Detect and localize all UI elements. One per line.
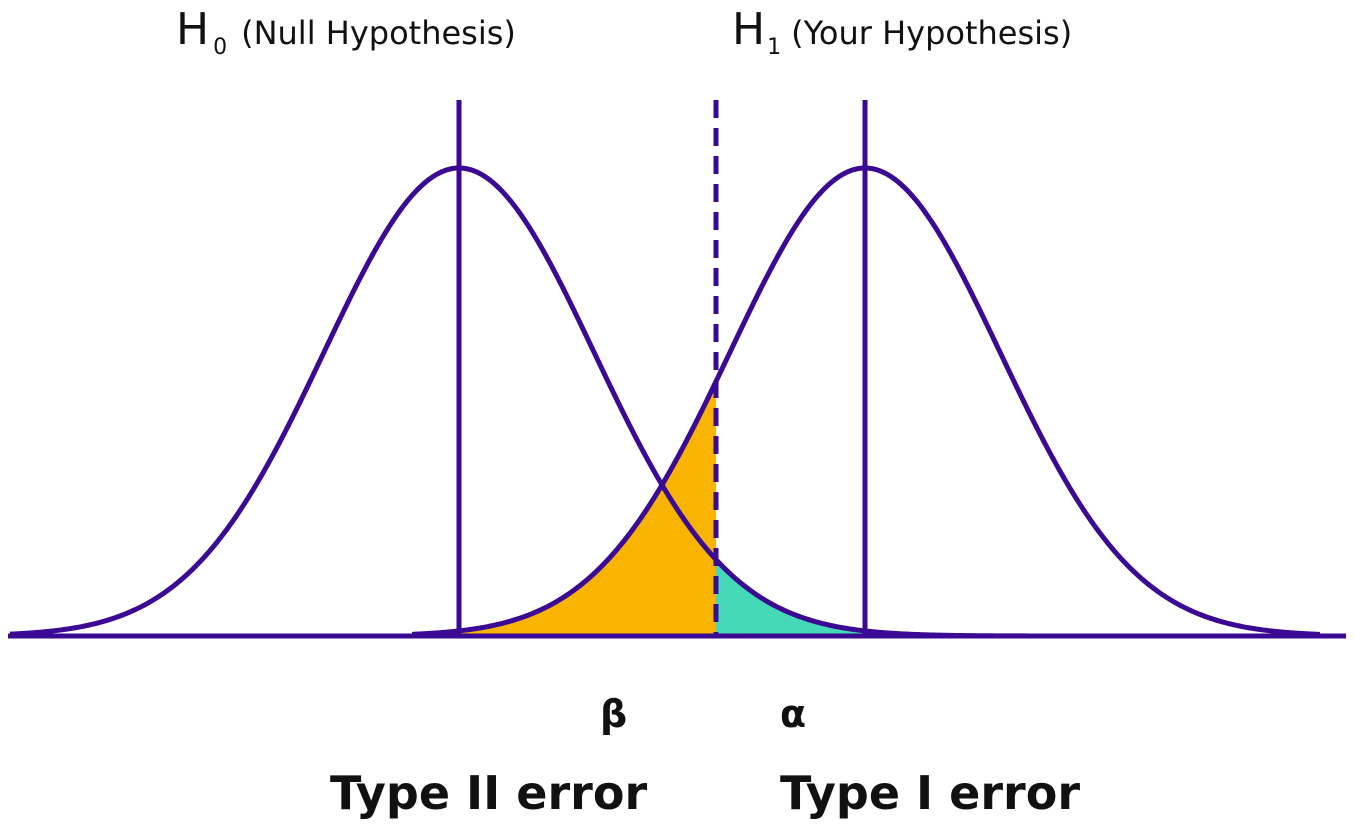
h1-symbol: H xyxy=(732,4,766,55)
beta-symbol: β xyxy=(600,692,628,736)
alternative-hypothesis-label: H1 (Your Hypothesis) xyxy=(732,4,1073,60)
h1-subscript: 1 xyxy=(767,35,782,60)
alpha-symbol: α xyxy=(780,692,807,736)
type-two-error-label: Type II error xyxy=(330,766,648,820)
h1-description: (Your Hypothesis) xyxy=(791,14,1073,52)
null-hypothesis-curve xyxy=(9,165,1151,639)
null-hypothesis-label: H 0 (Null Hypothesis) xyxy=(176,4,516,60)
h0-symbol: H xyxy=(176,4,210,55)
beta-region-shading xyxy=(459,381,716,636)
alpha-region-shading xyxy=(716,559,865,636)
h0-description: (Null Hypothesis) xyxy=(241,14,516,52)
type-one-error-label: Type I error xyxy=(780,766,1081,820)
h0-subscript: 0 xyxy=(213,35,228,60)
